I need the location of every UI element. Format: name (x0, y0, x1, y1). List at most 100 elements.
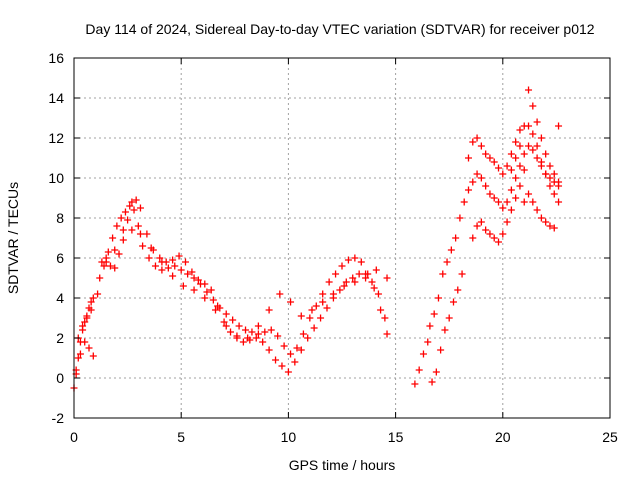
data-point (516, 162, 524, 170)
data-point (139, 242, 147, 250)
data-point (169, 256, 177, 264)
data-point (428, 378, 436, 386)
data-point (319, 290, 327, 298)
data-point (516, 142, 524, 150)
x-tick-label: 5 (177, 429, 185, 445)
data-point (89, 352, 97, 360)
data-point (179, 282, 187, 290)
data-point (229, 316, 237, 324)
data-point (104, 248, 112, 256)
x-tick-label: 25 (602, 429, 618, 445)
data-point (169, 272, 177, 280)
data-point (177, 266, 185, 274)
data-point (132, 196, 140, 204)
series-p012-a (70, 202, 391, 392)
data-point (537, 214, 545, 222)
data-point (239, 338, 247, 346)
data-point (469, 234, 477, 242)
data-point (550, 224, 558, 232)
data-point (287, 298, 295, 306)
data-point (355, 270, 363, 278)
data-point (490, 234, 498, 242)
data-point (555, 198, 563, 206)
data-point (482, 150, 490, 158)
data-point (171, 262, 179, 270)
data-point (383, 274, 391, 282)
data-point (537, 158, 545, 166)
series-p012-i (507, 122, 563, 232)
data-point (458, 270, 466, 278)
data-point (456, 214, 464, 222)
data-point (297, 346, 305, 354)
data-point (550, 170, 558, 178)
data-point (259, 338, 267, 346)
data-point (525, 190, 533, 198)
data-point (503, 162, 511, 170)
data-points (70, 86, 563, 392)
data-point (533, 206, 541, 214)
data-point (525, 86, 533, 94)
data-point (100, 262, 108, 270)
data-point (477, 142, 485, 150)
data-point (79, 322, 87, 330)
y-tick-label: 12 (48, 130, 64, 146)
data-point (119, 236, 127, 244)
data-point (306, 314, 314, 322)
data-point (184, 270, 192, 278)
data-point (357, 258, 365, 266)
data-point (473, 170, 481, 178)
data-point (280, 342, 288, 350)
data-point (529, 130, 537, 138)
data-point (486, 230, 494, 238)
data-point (308, 306, 316, 314)
data-point (81, 318, 89, 326)
y-tick-label: 0 (56, 370, 64, 386)
x-tick-label: 10 (281, 429, 297, 445)
data-point (188, 268, 196, 276)
data-point (507, 150, 515, 158)
data-point (512, 174, 520, 182)
data-point (542, 150, 550, 158)
data-point (499, 230, 507, 238)
data-point (87, 298, 95, 306)
data-point (426, 322, 434, 330)
y-axis-label: SDTVAR / TECUs (5, 182, 21, 294)
data-point (143, 230, 151, 238)
data-point (507, 166, 515, 174)
data-point (452, 234, 460, 242)
data-point (134, 222, 142, 230)
data-point (81, 338, 89, 346)
data-point (377, 306, 385, 314)
data-point (128, 226, 136, 234)
data-point (220, 318, 228, 326)
data-point (85, 344, 93, 352)
data-point (212, 306, 220, 314)
data-point (445, 314, 453, 322)
data-point (447, 246, 455, 254)
data-point (432, 368, 440, 376)
data-point (254, 322, 262, 330)
data-point (242, 326, 250, 334)
data-point (248, 328, 256, 336)
data-point (555, 122, 563, 130)
data-point (546, 182, 554, 190)
data-point (495, 238, 503, 246)
data-point (529, 102, 537, 110)
data-point (227, 328, 235, 336)
data-point (117, 214, 125, 222)
data-point (209, 296, 217, 304)
y-tick-label: 2 (56, 330, 64, 346)
data-point (507, 186, 515, 194)
data-point (370, 284, 378, 292)
data-point (272, 356, 280, 364)
data-point (222, 322, 230, 330)
data-point (469, 178, 477, 186)
data-point (439, 270, 447, 278)
data-point (89, 294, 97, 302)
data-point (351, 278, 359, 286)
data-point (304, 334, 312, 342)
data-point (486, 154, 494, 162)
data-point (430, 310, 438, 318)
data-point (516, 182, 524, 190)
data-point (136, 230, 144, 238)
